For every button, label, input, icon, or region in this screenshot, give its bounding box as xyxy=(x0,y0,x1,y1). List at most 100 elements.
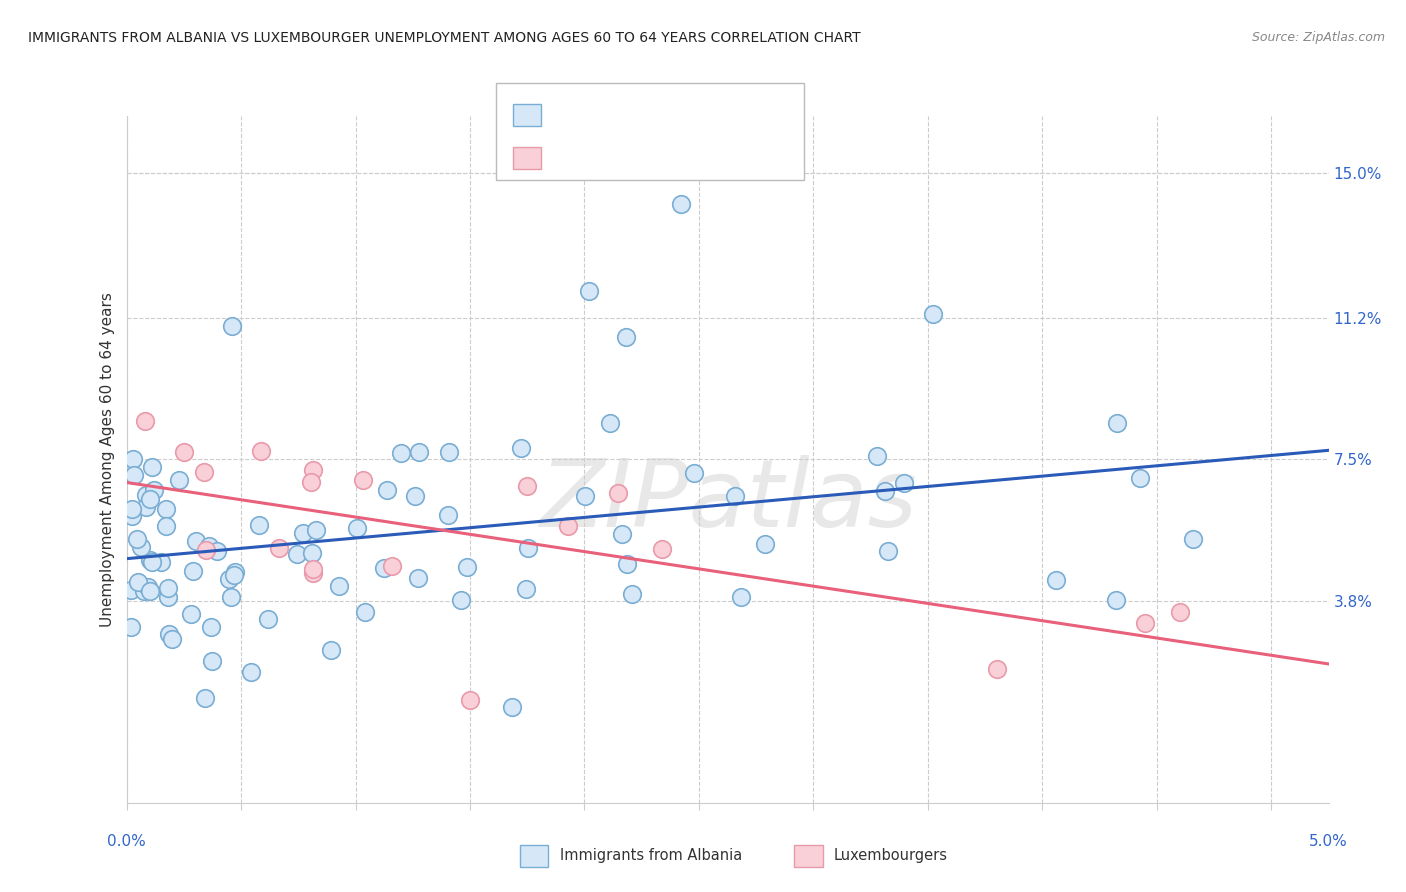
Point xyxy=(135,500,157,514)
Point xyxy=(730,590,752,604)
Point xyxy=(1105,593,1128,607)
Text: R =: R = xyxy=(553,151,578,165)
Text: Source: ZipAtlas.com: Source: ZipAtlas.com xyxy=(1251,31,1385,45)
Text: 0.171: 0.171 xyxy=(595,107,641,122)
Text: 5.0%: 5.0% xyxy=(1309,834,1348,849)
Point xyxy=(131,540,153,554)
Point xyxy=(389,446,412,460)
Point xyxy=(120,620,142,634)
Point xyxy=(135,488,157,502)
Point xyxy=(328,579,350,593)
Text: Luxembourgers: Luxembourgers xyxy=(834,848,948,863)
Point xyxy=(408,445,430,459)
Point xyxy=(239,665,262,679)
Point xyxy=(1182,533,1205,547)
Text: 20: 20 xyxy=(689,150,709,165)
Point xyxy=(186,534,208,549)
Point xyxy=(610,527,633,541)
Point xyxy=(142,483,165,497)
Point xyxy=(301,562,323,576)
Point xyxy=(127,532,149,546)
Point xyxy=(724,489,747,503)
Point xyxy=(346,521,368,535)
Point xyxy=(127,574,149,589)
Point xyxy=(578,285,600,299)
Point xyxy=(219,590,242,604)
Point xyxy=(319,643,342,657)
Point xyxy=(877,544,900,558)
Point xyxy=(456,559,478,574)
Point xyxy=(373,561,395,575)
Point xyxy=(616,557,638,571)
Point xyxy=(155,502,177,516)
Point xyxy=(1129,471,1152,485)
Point xyxy=(375,483,398,498)
Point xyxy=(157,590,180,604)
Point xyxy=(510,442,533,456)
Text: N =: N = xyxy=(641,108,668,121)
Point xyxy=(224,565,246,579)
Point xyxy=(621,587,644,601)
Point xyxy=(180,607,202,621)
Point xyxy=(986,662,1008,676)
Point xyxy=(516,479,538,493)
Text: R =: R = xyxy=(553,108,578,121)
Y-axis label: Unemployment Among Ages 60 to 64 years: Unemployment Among Ages 60 to 64 years xyxy=(100,292,115,627)
Text: N =: N = xyxy=(651,151,678,165)
Point xyxy=(194,690,217,705)
Point xyxy=(222,568,245,582)
Point xyxy=(893,476,915,491)
Point xyxy=(138,492,160,507)
Point xyxy=(1045,573,1067,587)
Point xyxy=(353,605,375,619)
Point xyxy=(515,582,537,596)
Point xyxy=(173,444,195,458)
Point xyxy=(501,700,523,714)
Point xyxy=(247,518,270,533)
Point xyxy=(404,489,426,503)
Point xyxy=(200,620,222,634)
Point xyxy=(250,444,273,458)
Point xyxy=(122,452,145,467)
Point xyxy=(157,627,180,641)
Point xyxy=(138,553,160,567)
Point xyxy=(157,581,180,595)
Point xyxy=(436,508,458,522)
Point xyxy=(299,475,322,490)
Point xyxy=(1168,605,1191,619)
Point xyxy=(221,318,243,333)
Point xyxy=(120,582,142,597)
Point xyxy=(160,632,183,647)
Point xyxy=(141,460,163,475)
Text: 0.0%: 0.0% xyxy=(107,834,146,849)
Point xyxy=(155,519,177,533)
Text: 87: 87 xyxy=(679,107,699,122)
Point xyxy=(651,541,673,556)
Point xyxy=(921,307,943,321)
Point xyxy=(139,584,162,599)
Point xyxy=(458,692,481,706)
Point xyxy=(381,559,404,574)
Point xyxy=(218,572,240,586)
Point xyxy=(198,540,221,554)
Point xyxy=(305,523,328,537)
Point xyxy=(408,571,430,585)
Point xyxy=(291,525,314,540)
Point xyxy=(754,536,776,550)
Point xyxy=(287,547,309,561)
Point xyxy=(301,546,323,560)
Point xyxy=(302,463,325,477)
Point xyxy=(599,416,621,430)
Text: -0.375: -0.375 xyxy=(595,150,647,165)
Point xyxy=(134,414,156,428)
Point xyxy=(181,564,204,578)
Point xyxy=(205,544,228,558)
Point xyxy=(1135,616,1157,631)
Point xyxy=(875,483,897,498)
Text: Immigrants from Albania: Immigrants from Albania xyxy=(560,848,742,863)
Point xyxy=(683,466,706,480)
Point xyxy=(614,330,637,344)
Point xyxy=(352,473,374,487)
Point xyxy=(121,508,143,523)
Text: IMMIGRANTS FROM ALBANIA VS LUXEMBOURGER UNEMPLOYMENT AMONG AGES 60 TO 64 YEARS C: IMMIGRANTS FROM ALBANIA VS LUXEMBOURGER … xyxy=(28,31,860,45)
